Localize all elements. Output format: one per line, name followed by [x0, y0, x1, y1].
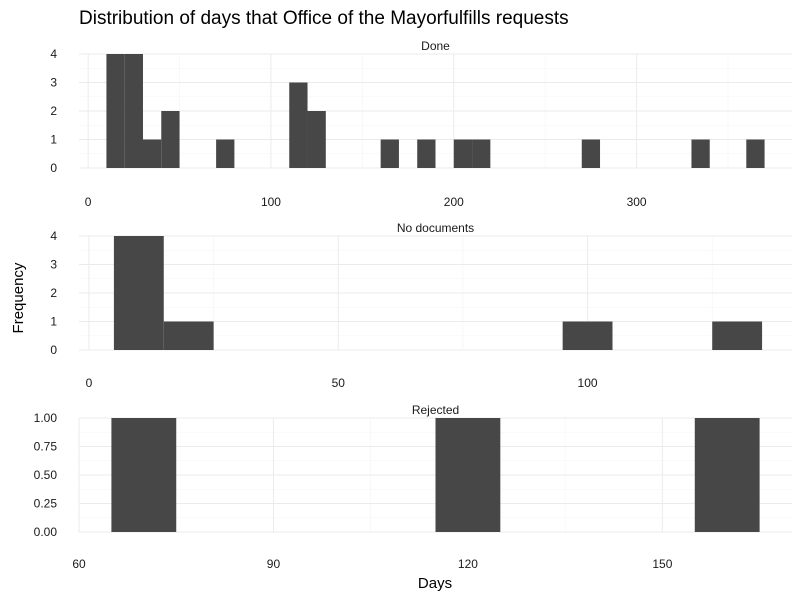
- facet-panels: Done 0 1 2 3 4 0 100 200 300 No documents 0 1 2 3 4 0 50 1…: [34, 39, 792, 571]
- y-tick-label: 4: [50, 229, 57, 243]
- facet-panel-3: Rejected 0.00 0.25 0.50 0.75 1.00 60 90 120 150: [34, 403, 792, 571]
- histogram-bar: [106, 54, 125, 168]
- histogram-bar: [435, 418, 501, 532]
- y-tick-label: 1: [50, 315, 57, 329]
- x-tick-label: 0: [85, 195, 92, 209]
- y-tick-label: 3: [50, 76, 57, 90]
- histogram-bar: [472, 139, 491, 168]
- histogram-bar: [746, 139, 765, 168]
- facet-panel-1: Done 0 1 2 3 4 0 100 200 300: [50, 39, 792, 209]
- y-tick-label: 4: [50, 47, 57, 61]
- histogram-bar: [161, 111, 180, 168]
- histogram-bar: [380, 139, 399, 168]
- x-tick-label: 120: [458, 557, 478, 571]
- y-tick-label: 0.75: [34, 440, 58, 454]
- x-tick-label: 90: [267, 557, 281, 571]
- x-tick-label: 200: [444, 195, 464, 209]
- x-tick-label: 100: [578, 376, 598, 390]
- histogram-bar: [113, 236, 164, 350]
- y-tick-label: 2: [50, 286, 57, 300]
- x-tick-label: 300: [627, 195, 647, 209]
- histogram-bar: [694, 418, 760, 532]
- y-tick-label: 0.50: [34, 468, 58, 482]
- histogram-bar: [216, 139, 235, 168]
- facet-panel-2: No documents 0 1 2 3 4 0 50 100: [50, 221, 792, 390]
- histogram-bar: [289, 82, 308, 168]
- y-tick-label: 1: [50, 133, 57, 147]
- histogram-bar: [142, 139, 162, 168]
- facet-strip-label: Done: [421, 39, 450, 53]
- x-axis-label: Days: [418, 575, 452, 592]
- histogram-bar: [453, 139, 473, 168]
- y-tick-label: 0.00: [34, 525, 58, 539]
- histogram-bar: [163, 321, 214, 350]
- y-tick-label: 0.25: [34, 497, 58, 511]
- histogram-bar: [307, 111, 326, 168]
- x-tick-label: 0: [86, 376, 93, 390]
- histogram-bar: [691, 139, 710, 168]
- y-tick-label: 1.00: [34, 411, 58, 425]
- histogram-bar: [124, 54, 143, 168]
- histogram-bar: [417, 139, 436, 168]
- x-tick-label: 50: [332, 376, 346, 390]
- y-tick-label: 0: [50, 343, 57, 357]
- histogram-bar: [581, 139, 601, 168]
- y-tick-label: 2: [50, 104, 57, 118]
- chart-title: Distribution of days that Office of the …: [79, 8, 569, 29]
- y-axis-label: Frequency: [10, 262, 27, 333]
- histogram-bar: [111, 418, 177, 532]
- y-tick-label: 3: [50, 258, 57, 272]
- x-tick-label: 100: [261, 195, 281, 209]
- histogram-bar: [712, 321, 763, 350]
- histogram-bar: [562, 321, 613, 350]
- x-tick-label: 150: [652, 557, 672, 571]
- x-tick-label: 60: [72, 557, 86, 571]
- facet-strip-label: No documents: [397, 221, 474, 235]
- y-tick-label: 0: [50, 161, 57, 175]
- facet-strip-label: Rejected: [412, 403, 459, 417]
